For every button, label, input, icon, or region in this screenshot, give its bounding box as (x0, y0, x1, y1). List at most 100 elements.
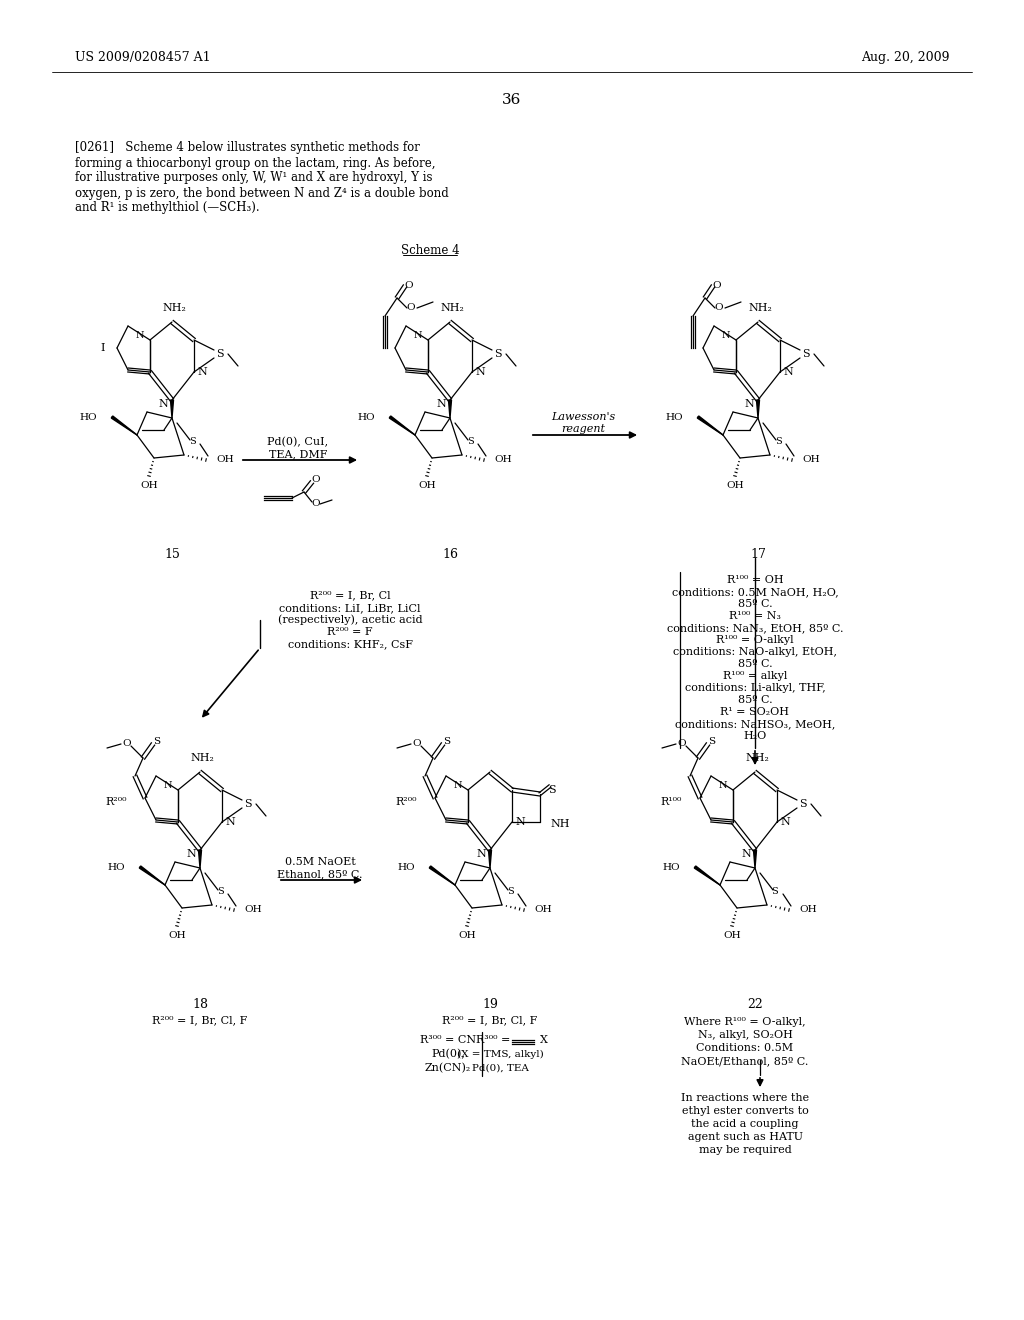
Text: NH₂: NH₂ (190, 752, 214, 763)
Text: forming a thiocarbonyl group on the lactam, ring. As before,: forming a thiocarbonyl group on the lact… (75, 157, 435, 169)
Text: S: S (216, 348, 224, 359)
Text: R³⁰⁰ =: R³⁰⁰ = (475, 1035, 510, 1045)
Text: 85º C.: 85º C. (737, 696, 772, 705)
Text: 85º C.: 85º C. (737, 659, 772, 669)
Text: NH₂: NH₂ (745, 752, 769, 763)
Text: S: S (467, 437, 473, 446)
Text: NH₂: NH₂ (440, 304, 464, 313)
Text: HO: HO (397, 862, 415, 871)
Text: R²⁰⁰ = I, Br, Cl: R²⁰⁰ = I, Br, Cl (309, 590, 390, 601)
Text: 0.5M NaOEt: 0.5M NaOEt (285, 857, 355, 867)
Text: N: N (225, 817, 234, 828)
Text: R²⁰⁰ = I, Br, Cl, F: R²⁰⁰ = I, Br, Cl, F (442, 1015, 538, 1026)
Text: R¹ = SO₂OH: R¹ = SO₂OH (721, 708, 790, 717)
Text: S: S (799, 799, 807, 809)
Text: O: O (311, 475, 321, 484)
Text: Conditions: 0.5M: Conditions: 0.5M (696, 1043, 794, 1053)
Polygon shape (389, 416, 415, 436)
Text: N: N (454, 781, 462, 791)
Text: conditions: NaHSO₃, MeOH,: conditions: NaHSO₃, MeOH, (675, 719, 836, 729)
Text: Pd(0),: Pd(0), (431, 1049, 465, 1059)
Text: N: N (159, 399, 168, 409)
Polygon shape (112, 416, 137, 436)
Text: S: S (709, 738, 716, 747)
Text: OH: OH (140, 482, 158, 491)
Polygon shape (488, 850, 492, 869)
Text: [0261]   Scheme 4 below illustrates synthetic methods for: [0261] Scheme 4 below illustrates synthe… (75, 141, 420, 154)
Text: OH: OH (244, 906, 261, 915)
Text: and R¹ is methylthiol (—SCH₃).: and R¹ is methylthiol (—SCH₃). (75, 202, 260, 214)
Text: OH: OH (723, 932, 740, 940)
Text: conditions: NaO-alkyl, EtOH,: conditions: NaO-alkyl, EtOH, (673, 647, 837, 657)
Text: N₃, alkyl, SO₂OH: N₃, alkyl, SO₂OH (697, 1030, 793, 1040)
Text: 85º C.: 85º C. (737, 599, 772, 609)
Text: the acid a coupling: the acid a coupling (691, 1119, 799, 1129)
Text: N: N (135, 331, 144, 341)
Text: OH: OH (418, 482, 436, 491)
Text: OH: OH (458, 932, 476, 940)
Text: OH: OH (802, 455, 819, 465)
Text: N: N (476, 849, 486, 859)
Text: HO: HO (357, 412, 375, 421)
Text: 19: 19 (482, 998, 498, 1011)
Text: N: N (780, 817, 790, 828)
Text: 36: 36 (503, 92, 521, 107)
Text: R²⁰⁰ = F: R²⁰⁰ = F (328, 627, 373, 638)
Text: O: O (404, 281, 414, 290)
Text: agent such as HATU: agent such as HATU (687, 1133, 803, 1142)
Text: N: N (744, 399, 754, 409)
Text: N: N (436, 399, 446, 409)
Polygon shape (199, 850, 202, 869)
Text: Pd(0), CuI,: Pd(0), CuI, (267, 437, 329, 447)
Text: conditions: KHF₂, CsF: conditions: KHF₂, CsF (288, 639, 413, 649)
Text: N: N (414, 331, 422, 341)
Text: Scheme 4: Scheme 4 (400, 243, 460, 256)
Text: R¹⁰⁰: R¹⁰⁰ (660, 797, 682, 807)
Text: N: N (475, 367, 485, 378)
Polygon shape (757, 400, 760, 418)
Text: R¹⁰⁰ = OH: R¹⁰⁰ = OH (727, 576, 783, 585)
Text: O: O (407, 304, 416, 313)
Text: 16: 16 (442, 549, 458, 561)
Text: OH: OH (726, 482, 743, 491)
Text: R²⁰⁰: R²⁰⁰ (105, 797, 127, 807)
Text: 15: 15 (164, 549, 180, 561)
Text: N: N (741, 849, 751, 859)
Polygon shape (171, 400, 173, 418)
Text: N: N (198, 367, 207, 378)
Text: I: I (100, 343, 105, 352)
Text: S: S (244, 799, 252, 809)
Text: S: S (774, 437, 781, 446)
Text: S: S (188, 437, 196, 446)
Text: N: N (722, 331, 730, 341)
Polygon shape (139, 866, 165, 884)
Text: (X = TMS, alkyl): (X = TMS, alkyl) (457, 1049, 544, 1059)
Text: conditions: Li-alkyl, THF,: conditions: Li-alkyl, THF, (685, 682, 825, 693)
Text: ethyl ester converts to: ethyl ester converts to (682, 1106, 808, 1115)
Text: conditions: 0.5M NaOH, H₂O,: conditions: 0.5M NaOH, H₂O, (672, 587, 839, 597)
Text: N: N (186, 849, 196, 859)
Text: S: S (507, 887, 513, 896)
Text: HO: HO (666, 412, 683, 421)
Text: R¹⁰⁰ = O-alkyl: R¹⁰⁰ = O-alkyl (716, 635, 794, 645)
Text: R²⁰⁰: R²⁰⁰ (395, 797, 417, 807)
Text: Pd(0), TEA: Pd(0), TEA (472, 1064, 528, 1072)
Text: S: S (217, 887, 223, 896)
Polygon shape (697, 416, 723, 436)
Text: 18: 18 (193, 998, 208, 1011)
Text: may be required: may be required (698, 1144, 792, 1155)
Text: H₂O: H₂O (743, 731, 767, 741)
Text: S: S (154, 738, 161, 747)
Text: reagent: reagent (561, 424, 605, 434)
Text: HO: HO (108, 862, 125, 871)
Text: Lawesson's: Lawesson's (551, 412, 615, 422)
Text: HO: HO (663, 862, 680, 871)
Text: HO: HO (80, 412, 97, 421)
Text: O: O (713, 281, 721, 290)
Text: TEA, DMF: TEA, DMF (268, 449, 328, 459)
Text: N: N (783, 367, 793, 378)
Text: Ethanol, 85º C.: Ethanol, 85º C. (278, 869, 362, 879)
Text: OH: OH (216, 455, 233, 465)
Text: R¹⁰⁰ = alkyl: R¹⁰⁰ = alkyl (723, 671, 787, 681)
Text: In reactions where the: In reactions where the (681, 1093, 809, 1104)
